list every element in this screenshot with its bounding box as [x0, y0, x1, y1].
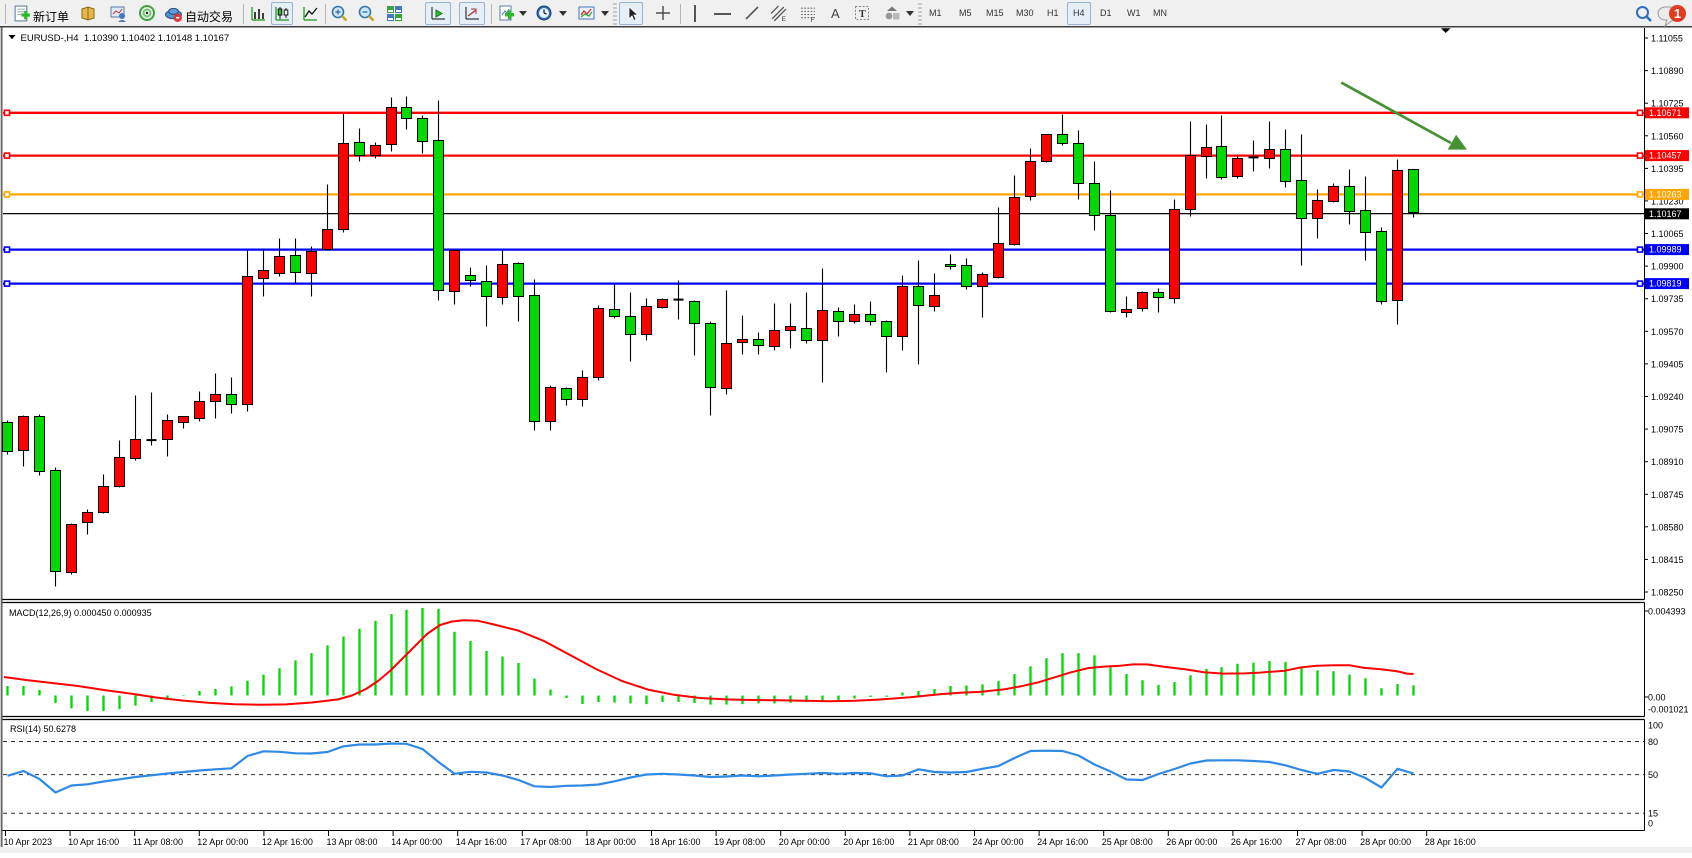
svg-text:26 Apr 00:00: 26 Apr 00:00	[1166, 837, 1217, 847]
svg-text:27 Apr 08:00: 27 Apr 08:00	[1296, 837, 1347, 847]
svg-text:1.09900: 1.09900	[1651, 262, 1684, 272]
svg-text:14 Apr 16:00: 14 Apr 16:00	[456, 837, 507, 847]
svg-text:10 Apr 16:00: 10 Apr 16:00	[68, 837, 119, 847]
svg-text:1.08910: 1.08910	[1651, 457, 1684, 467]
svg-text:18 Apr 16:00: 18 Apr 16:00	[650, 837, 701, 847]
svg-text:24 Apr 16:00: 24 Apr 16:00	[1037, 837, 1088, 847]
svg-text:17 Apr 08:00: 17 Apr 08:00	[520, 837, 571, 847]
svg-text:12 Apr 16:00: 12 Apr 16:00	[262, 837, 313, 847]
svg-text:20 Apr 16:00: 20 Apr 16:00	[843, 837, 894, 847]
svg-text:24 Apr 00:00: 24 Apr 00:00	[973, 837, 1024, 847]
svg-text:1.11055: 1.11055	[1651, 34, 1683, 44]
svg-text:10 Apr 2023: 10 Apr 2023	[4, 837, 53, 847]
svg-text:1.08745: 1.08745	[1651, 490, 1684, 500]
svg-text:RSI(14) 50.6278: RSI(14) 50.6278	[10, 724, 76, 734]
svg-text:0.00: 0.00	[1648, 693, 1666, 703]
svg-text:1.09075: 1.09075	[1651, 425, 1684, 435]
svg-text:14 Apr 00:00: 14 Apr 00:00	[391, 837, 442, 847]
svg-text:19 Apr 08:00: 19 Apr 08:00	[714, 837, 765, 847]
svg-text:1.09819: 1.09819	[1649, 279, 1682, 289]
svg-text:26 Apr 16:00: 26 Apr 16:00	[1231, 837, 1282, 847]
svg-text:1.09405: 1.09405	[1651, 359, 1684, 369]
svg-text:1.09989: 1.09989	[1649, 245, 1682, 255]
svg-text:12 Apr 00:00: 12 Apr 00:00	[197, 837, 248, 847]
svg-text:1.09570: 1.09570	[1651, 327, 1684, 337]
svg-text:13 Apr 08:00: 13 Apr 08:00	[327, 837, 378, 847]
svg-text:1.10395: 1.10395	[1651, 164, 1684, 174]
svg-text:1.08415: 1.08415	[1651, 555, 1684, 565]
svg-text:1.10890: 1.10890	[1651, 66, 1684, 76]
svg-text:1.10263: 1.10263	[1649, 189, 1682, 199]
svg-text:1.09735: 1.09735	[1651, 294, 1684, 304]
svg-text:0: 0	[1648, 819, 1653, 829]
svg-text:F: F	[811, 17, 815, 23]
svg-text:1.10167: 1.10167	[1649, 209, 1682, 219]
svg-text:0.004393: 0.004393	[1648, 607, 1686, 617]
svg-text:E: E	[782, 16, 786, 23]
svg-text:28 Apr 00:00: 28 Apr 00:00	[1360, 837, 1411, 847]
svg-text:28 Apr 16:00: 28 Apr 16:00	[1425, 837, 1476, 847]
svg-text:100: 100	[1648, 721, 1663, 731]
svg-text:25 Apr 08:00: 25 Apr 08:00	[1102, 837, 1153, 847]
svg-text:1.10725: 1.10725	[1651, 99, 1684, 109]
svg-text:11 Apr 08:00: 11 Apr 08:00	[133, 837, 183, 847]
svg-text:50: 50	[1648, 770, 1658, 780]
svg-text:1.10560: 1.10560	[1651, 131, 1684, 141]
svg-text:1.10457: 1.10457	[1649, 151, 1682, 161]
svg-text:1.10065: 1.10065	[1651, 229, 1684, 239]
svg-text:1.08250: 1.08250	[1651, 588, 1684, 598]
svg-text:80: 80	[1648, 737, 1658, 747]
svg-text:1.09240: 1.09240	[1651, 392, 1684, 402]
svg-text:1: 1	[1674, 6, 1681, 21]
svg-text:15: 15	[1648, 809, 1658, 819]
svg-text:21 Apr 08:00: 21 Apr 08:00	[908, 837, 959, 847]
svg-text:1.08580: 1.08580	[1651, 522, 1684, 532]
svg-text:1.10230: 1.10230	[1651, 196, 1684, 206]
svg-text:20 Apr 00:00: 20 Apr 00:00	[779, 837, 830, 847]
svg-text:-0.001021: -0.001021	[1648, 705, 1689, 715]
svg-text:1.10671: 1.10671	[1649, 108, 1682, 118]
svg-text:T: T	[859, 9, 866, 20]
svg-text:18 Apr 00:00: 18 Apr 00:00	[585, 837, 636, 847]
svg-text:MACD(12,26,9) 0.000450 0.00093: MACD(12,26,9) 0.000450 0.000935	[9, 608, 152, 618]
svg-text:EURUSD-,H4 1.10390 1.10402 1.: EURUSD-,H4 1.10390 1.10402 1.10148 1.101…	[21, 33, 230, 44]
